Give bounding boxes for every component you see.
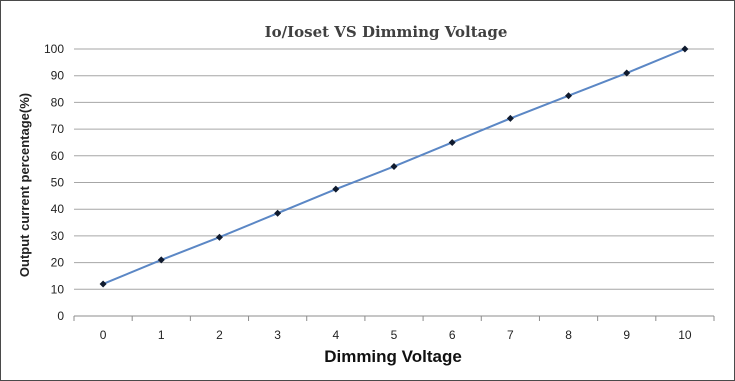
y-tick-label: 100 xyxy=(44,42,64,56)
series-layer xyxy=(99,45,689,288)
x-tick-label: 6 xyxy=(449,328,456,342)
x-tick-labels: 0 1 2 3 4 5 6 7 8 9 10 xyxy=(100,328,692,342)
x-tick-label: 1 xyxy=(158,328,165,342)
y-tick-label: 70 xyxy=(51,122,65,136)
y-tick-label: 30 xyxy=(51,229,65,243)
x-axis-label: Dimming Voltage xyxy=(324,347,462,366)
data-point-marker xyxy=(332,185,340,193)
data-point-marker xyxy=(390,162,398,170)
x-tick-label: 9 xyxy=(623,328,630,342)
y-tick-label: 0 xyxy=(57,309,64,323)
axes xyxy=(73,315,715,321)
data-point-marker xyxy=(681,45,689,53)
y-tick-label: 40 xyxy=(51,202,65,216)
y-tick-label: 20 xyxy=(51,256,65,270)
x-tick-label: 7 xyxy=(507,328,514,342)
data-point-marker xyxy=(448,138,456,146)
data-point-marker xyxy=(565,92,573,100)
data-point-marker xyxy=(506,114,514,122)
y-tick-label: 60 xyxy=(51,149,65,163)
x-tick-label: 5 xyxy=(391,328,398,342)
x-tick-label: 2 xyxy=(216,328,223,342)
y-tick-label: 90 xyxy=(51,69,65,83)
data-point-marker xyxy=(157,256,165,264)
chart-title: Io/Ioset VS Dimming Voltage xyxy=(265,23,508,41)
x-tick-label: 4 xyxy=(332,328,339,342)
data-point-marker xyxy=(274,209,282,217)
y-tick-label: 10 xyxy=(51,282,65,296)
x-tick-label: 3 xyxy=(274,328,281,342)
y-tick-label: 80 xyxy=(51,95,65,109)
data-point-marker xyxy=(623,69,631,77)
gridlines xyxy=(74,48,714,290)
data-point-marker xyxy=(99,280,107,288)
y-tick-labels: 0 10 20 30 40 50 60 70 80 90 100 xyxy=(44,42,64,323)
y-tick-label: 50 xyxy=(51,176,65,190)
y-axis-label: Output current percentage(%) xyxy=(17,93,32,277)
x-tick-label: 8 xyxy=(565,328,572,342)
data-point-marker xyxy=(215,233,223,241)
x-tick-label: 10 xyxy=(678,328,692,342)
x-tick-label: 0 xyxy=(100,328,107,342)
